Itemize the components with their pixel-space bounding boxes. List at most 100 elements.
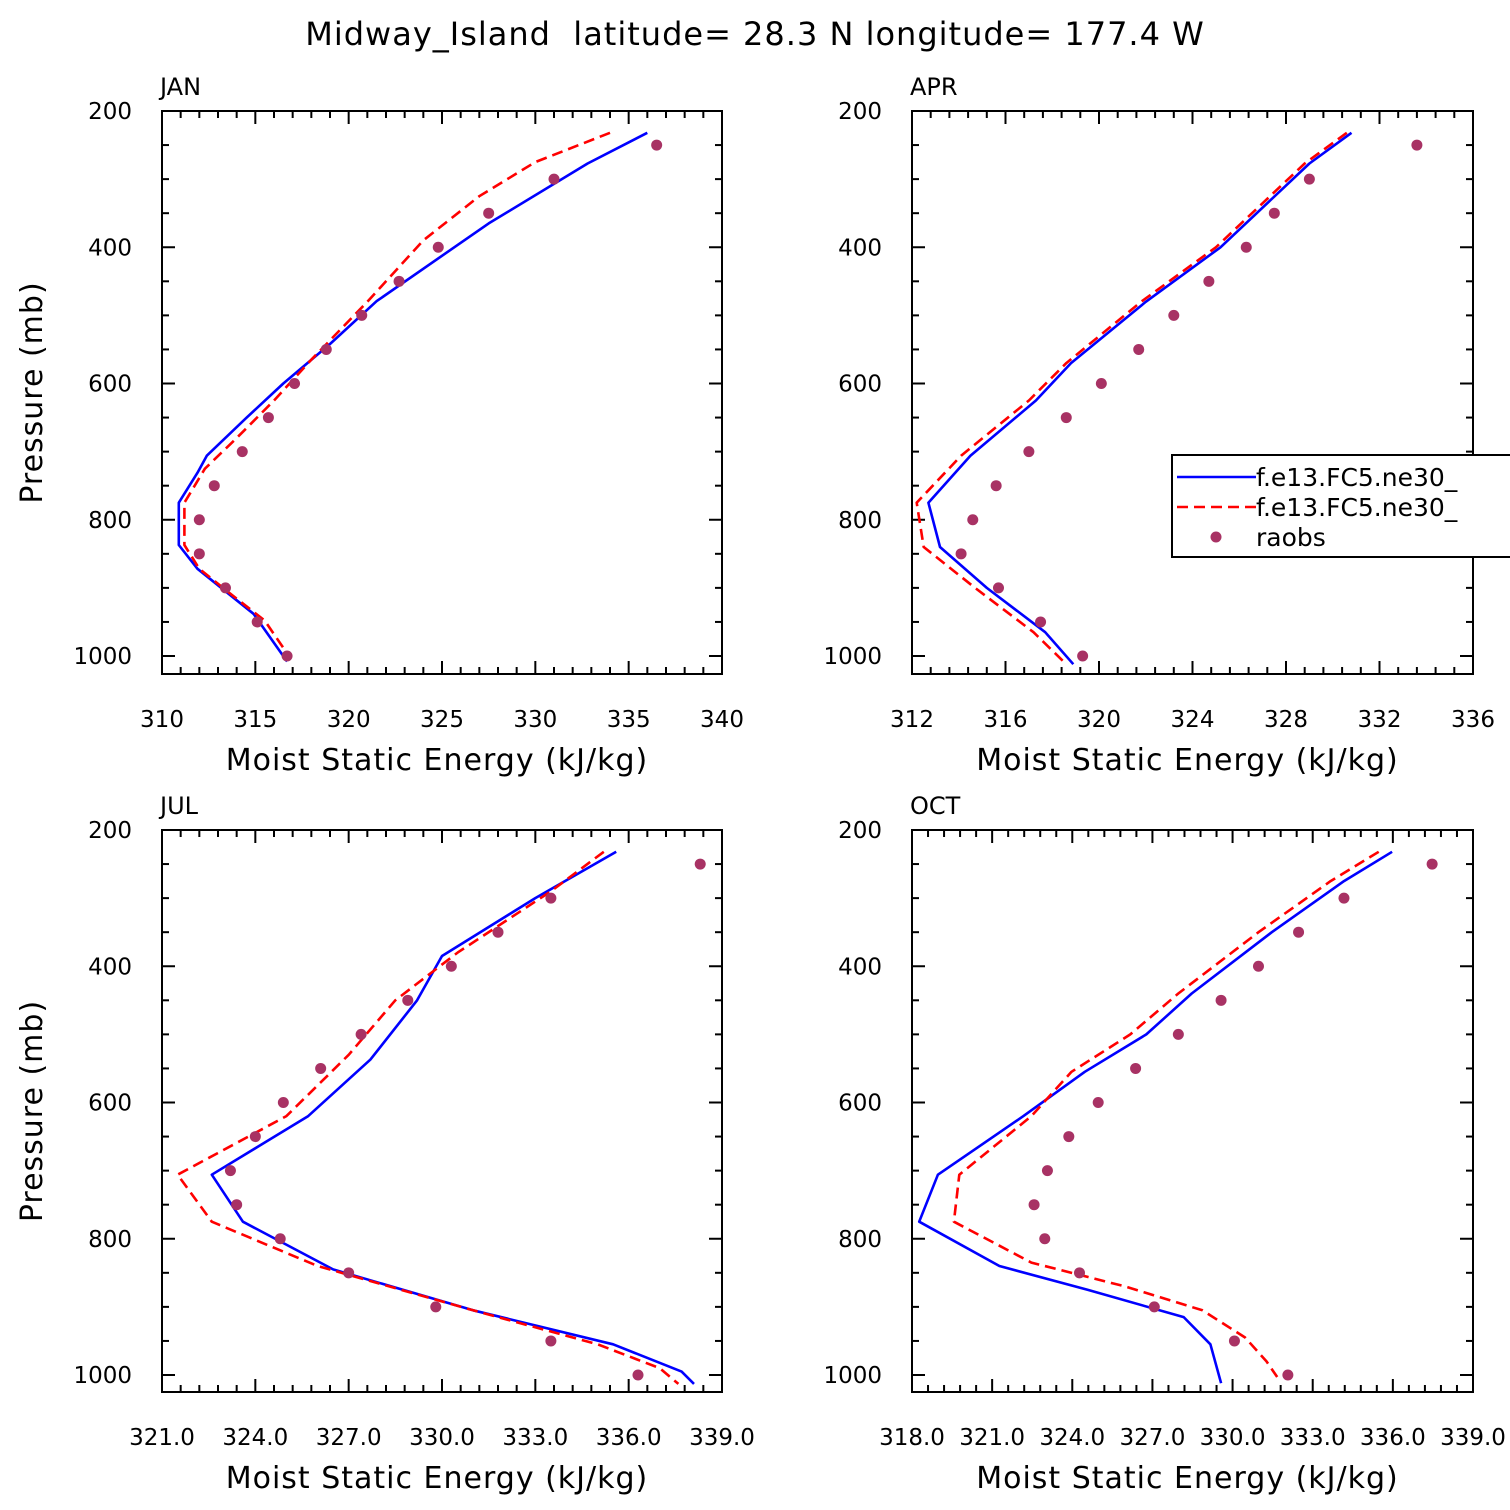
raobs-point	[393, 275, 405, 287]
x-tick-label: 324.0	[1039, 1425, 1105, 1451]
raobs-point	[1228, 1335, 1240, 1347]
series-line-dashed	[183, 131, 611, 657]
x-tick-label: 339.0	[689, 1425, 755, 1451]
raobs-point	[1060, 412, 1072, 424]
raobs-point	[1240, 241, 1252, 253]
panel-label: JUL	[158, 792, 199, 820]
panel-label: OCT	[910, 792, 961, 820]
y-tick-label: 400	[838, 235, 882, 261]
series-raobs	[193, 139, 663, 662]
x-tick-label: 324	[1171, 707, 1215, 733]
x-tick-label: 340	[700, 707, 744, 733]
raobs-point	[1039, 1233, 1051, 1245]
panel-jan: JAN 200 400 600 800 1000 310 315 320 325 330 335 340…	[15, 73, 744, 778]
raobs-point	[1172, 1028, 1184, 1040]
legend-label: f.e13.FC5.ne30_	[1256, 463, 1458, 492]
y-tick-label: 1000	[73, 644, 132, 670]
raobs-point	[231, 1199, 243, 1211]
legend-marker	[1210, 531, 1222, 543]
raobs-point	[1041, 1165, 1053, 1177]
y-tick-label: 800	[838, 1227, 882, 1253]
raobs-point	[1095, 378, 1107, 389]
series-line-dashed	[176, 850, 680, 1385]
raobs-point	[249, 1131, 261, 1143]
raobs-point	[274, 1233, 286, 1245]
series-raobs	[955, 139, 1423, 662]
x-tick-label: 327.0	[1119, 1425, 1185, 1451]
y-tick-label: 600	[88, 372, 132, 398]
raobs-point	[1063, 1131, 1075, 1143]
x-tick-label: 320	[327, 707, 371, 733]
raobs-point	[1077, 650, 1089, 662]
raobs-point	[289, 378, 301, 389]
panel-label: APR	[910, 73, 958, 101]
raobs-point	[320, 343, 332, 355]
raobs-point	[1168, 309, 1180, 321]
raobs-point	[1203, 275, 1215, 287]
raobs-point	[224, 1165, 236, 1177]
raobs-point	[356, 309, 368, 321]
raobs-point	[992, 582, 1004, 594]
raobs-point	[1148, 1301, 1160, 1313]
x-tick-label: 330.0	[1200, 1425, 1266, 1451]
x-tick-label: 332	[1358, 707, 1402, 733]
plot-frame	[911, 829, 1474, 1393]
x-tick-label: 336	[1451, 707, 1495, 733]
series-raobs	[224, 858, 706, 1381]
raobs-point	[545, 892, 557, 904]
raobs-point	[1133, 343, 1145, 355]
x-tick-label: 310	[140, 707, 184, 733]
y-tick-label: 600	[88, 1091, 132, 1117]
x-tick-label: 315	[233, 707, 277, 733]
y-tick-label: 1000	[823, 1363, 882, 1389]
raobs-point	[402, 994, 414, 1006]
raobs-point	[1411, 139, 1423, 151]
raobs-point	[1130, 1062, 1142, 1074]
chart-title: Midway_Island latitude= 28.3 N longitude…	[305, 15, 1205, 53]
raobs-point	[251, 616, 263, 628]
raobs-point	[355, 1028, 367, 1040]
y-tick-label: 200	[838, 818, 882, 844]
raobs-point	[1252, 960, 1264, 972]
series-line-dashed	[952, 850, 1380, 1378]
x-tick-label: 335	[607, 707, 651, 733]
raobs-point	[208, 480, 220, 492]
raobs-point	[1426, 858, 1438, 870]
x-tick-label: 324.0	[222, 1425, 288, 1451]
plot-frame	[161, 829, 723, 1393]
raobs-point	[548, 173, 560, 185]
y-tick-label: 800	[838, 508, 882, 534]
y-tick-label: 200	[838, 99, 882, 125]
raobs-point	[1268, 207, 1280, 219]
y-tick-label: 400	[88, 954, 132, 980]
x-tick-label: 336.0	[1360, 1425, 1426, 1451]
y-tick-label: 1000	[823, 644, 882, 670]
y-axis-title: Pressure (mb)	[15, 1000, 50, 1222]
raobs-point	[1282, 1369, 1294, 1381]
series-line-solid	[177, 131, 648, 663]
x-tick-label: 316	[984, 707, 1028, 733]
raobs-point	[1303, 173, 1315, 185]
legend-label: f.e13.FC5.ne30_	[1256, 493, 1458, 522]
raobs-point	[277, 1097, 289, 1108]
x-tick-label: 312	[890, 707, 934, 733]
series-line-solid	[917, 850, 1393, 1384]
raobs-point	[632, 1369, 644, 1381]
panel-label: JAN	[158, 73, 201, 101]
series-raobs	[1028, 858, 1438, 1381]
raobs-point	[193, 548, 205, 560]
raobs-point	[281, 650, 293, 662]
raobs-point	[1338, 892, 1350, 904]
raobs-point	[219, 582, 231, 594]
raobs-point	[343, 1267, 355, 1279]
raobs-point	[193, 514, 205, 526]
raobs-point	[430, 1301, 442, 1313]
x-tick-label: 325	[420, 707, 464, 733]
x-tick-label: 333.0	[1280, 1425, 1346, 1451]
raobs-point	[1028, 1199, 1040, 1211]
x-tick-label: 320	[1077, 707, 1121, 733]
x-axis-title: Moist Static Energy (kJ/kg)	[976, 1461, 1399, 1496]
y-tick-label: 400	[88, 235, 132, 261]
raobs-point	[1293, 926, 1305, 938]
